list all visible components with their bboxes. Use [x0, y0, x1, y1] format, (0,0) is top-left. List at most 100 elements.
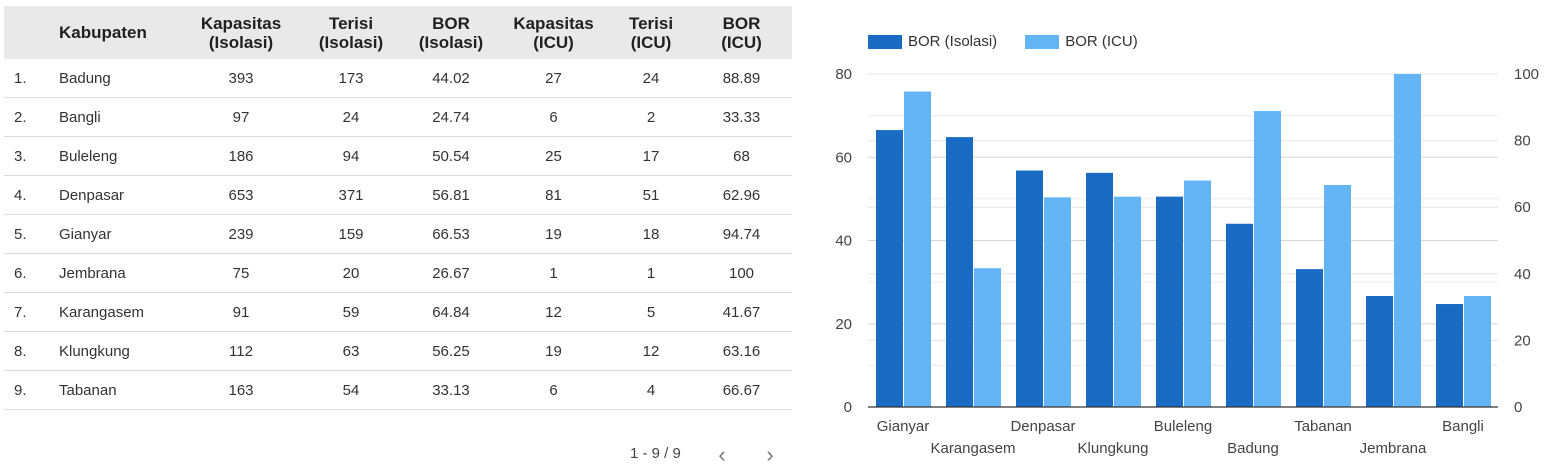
cell-kap-iso: 91 [186, 292, 296, 332]
table-row[interactable]: 7. Karangasem 91 59 64.84 12 5 41.67 [4, 292, 792, 332]
cell-no: 7. [4, 292, 55, 332]
y-left-tick-label: 80 [835, 66, 852, 83]
bar-bor-isolasi [1296, 269, 1323, 407]
header-line: (ICU) [721, 32, 762, 52]
bar-bor-isolasi [1366, 295, 1393, 407]
bar-bor-isolasi [876, 130, 903, 407]
bar-bor-icu [1324, 184, 1351, 407]
table-row[interactable]: 6. Jembrana 75 20 26.67 1 1 100 [4, 253, 792, 293]
cell-bor-icu: 62.96 [691, 175, 792, 215]
x-tick-label: Tabanan [1294, 418, 1352, 435]
cell-kap-icu: 1 [496, 253, 611, 293]
column-header-ter-icu[interactable]: Terisi (ICU) [611, 6, 691, 59]
header-line: (Isolasi) [418, 32, 484, 52]
cell-no: 6. [4, 253, 55, 293]
column-header-no[interactable] [4, 6, 55, 59]
cell-bor-icu: 41.67 [691, 292, 792, 332]
chevron-left-icon[interactable]: ‹ [718, 442, 726, 467]
cell-bor-iso: 56.25 [406, 331, 496, 371]
cell-kap-iso: 393 [186, 59, 296, 98]
cell-no: 8. [4, 331, 55, 371]
cell-kap-icu: 81 [496, 175, 611, 215]
cell-bor-iso: 24.74 [406, 97, 496, 137]
cell-ter-iso: 24 [296, 97, 406, 137]
cell-no: 5. [4, 214, 55, 254]
bar-bor-icu [904, 91, 931, 407]
table-row[interactable]: 5. Gianyar 239 159 66.53 19 18 94.74 [4, 214, 792, 254]
cell-ter-icu: 24 [611, 59, 691, 98]
cell-name: Badung [55, 59, 186, 98]
x-tick-label: Karangasem [930, 440, 1015, 457]
x-tick-label: Buleleng [1154, 418, 1212, 435]
cell-no: 3. [4, 136, 55, 176]
cell-ter-iso: 371 [296, 175, 406, 215]
chart-legend: BOR (Isolasi) BOR (ICU) [868, 33, 1166, 50]
y-right-tick-label: 20 [1514, 332, 1531, 349]
column-header-name[interactable]: Kabupaten [55, 6, 186, 59]
y-right-tick-label: 100 [1514, 66, 1539, 83]
cell-name: Klungkung [55, 331, 186, 371]
cell-bor-iso: 44.02 [406, 59, 496, 98]
cell-ter-iso: 159 [296, 214, 406, 254]
header-line: BOR [432, 13, 470, 33]
legend-swatch [1025, 34, 1060, 49]
column-header-ter-iso[interactable]: Terisi (Isolasi) [296, 6, 406, 59]
column-header-kap-icu[interactable]: Kapasitas (ICU) [496, 6, 611, 59]
bar-bor-isolasi [1226, 223, 1253, 407]
data-table-container: Kabupaten Kapasitas (Isolasi) Terisi (Isolas… [4, 6, 792, 410]
cell-bor-icu: 94.74 [691, 214, 792, 254]
cell-ter-iso: 59 [296, 292, 406, 332]
legend-item[interactable]: BOR (ICU) [1025, 33, 1138, 50]
column-header-kap-iso[interactable]: Kapasitas (Isolasi) [186, 6, 296, 59]
header-line: Kapasitas [513, 13, 594, 33]
cell-bor-iso: 50.54 [406, 136, 496, 176]
cell-bor-iso: 56.81 [406, 175, 496, 215]
header-line: (Isolasi) [318, 32, 384, 52]
legend-label: BOR (ICU) [1065, 33, 1138, 50]
cell-kap-iso: 239 [186, 214, 296, 254]
x-tick-label: Bangli [1442, 418, 1484, 435]
table-row[interactable]: 3. Buleleng 186 94 50.54 25 17 68 [4, 136, 792, 176]
y-left-tick-label: 60 [835, 149, 852, 166]
table-row[interactable]: 4. Denpasar 653 371 56.81 81 51 62.96 [4, 175, 792, 215]
cell-bor-icu: 100 [691, 253, 792, 293]
chevron-right-icon[interactable]: › [766, 442, 774, 467]
y-right-tick-label: 0 [1514, 399, 1522, 416]
y-right-tick-label: 60 [1514, 199, 1531, 216]
table-row[interactable]: 1. Badung 393 173 44.02 27 24 88.89 [4, 59, 792, 98]
cell-name: Buleleng [55, 136, 186, 176]
bar-bor-icu [974, 268, 1001, 407]
column-header-bor-icu[interactable]: BOR (ICU) [691, 6, 792, 59]
cell-name: Denpasar [55, 175, 186, 215]
cell-bor-icu: 68 [691, 136, 792, 176]
legend-item[interactable]: BOR (Isolasi) [868, 33, 997, 50]
header-line: BOR [722, 13, 761, 33]
data-table: Kabupaten Kapasitas (Isolasi) Terisi (Isolas… [4, 6, 792, 410]
y-left-tick-label: 0 [844, 399, 852, 416]
y-left-tick-label: 20 [835, 316, 852, 333]
bar-bor-isolasi [946, 137, 973, 407]
cell-ter-icu: 1 [611, 253, 691, 293]
legend-label: BOR (Isolasi) [908, 33, 998, 50]
cell-ter-iso: 63 [296, 331, 406, 371]
bar-bor-isolasi [1156, 196, 1183, 407]
table-row[interactable]: 8. Klungkung 112 63 56.25 19 12 63.16 [4, 331, 792, 371]
cell-bor-iso: 64.84 [406, 292, 496, 332]
cell-name: Gianyar [55, 214, 186, 254]
column-header-bor-iso[interactable]: BOR (Isolasi) [406, 6, 496, 59]
bar-bor-icu [1114, 196, 1141, 407]
cell-name: Bangli [55, 97, 186, 137]
bar-bor-isolasi [1436, 304, 1463, 407]
cell-kap-iso: 186 [186, 136, 296, 176]
cell-ter-icu: 5 [611, 292, 691, 332]
table-row[interactable]: 2. Bangli 97 24 24.74 6 2 33.33 [4, 97, 792, 137]
cell-ter-icu: 18 [611, 214, 691, 254]
table-row[interactable]: 9. Tabanan 163 54 33.13 6 4 66.67 [4, 370, 792, 410]
cell-no: 1. [4, 59, 55, 98]
cell-bor-iso: 26.67 [406, 253, 496, 293]
bar-bor-icu [1394, 74, 1421, 407]
x-tick-label: Badung [1227, 440, 1279, 457]
cell-ter-iso: 94 [296, 136, 406, 176]
cell-kap-iso: 75 [186, 253, 296, 293]
header-line: (ICU) [630, 32, 672, 52]
